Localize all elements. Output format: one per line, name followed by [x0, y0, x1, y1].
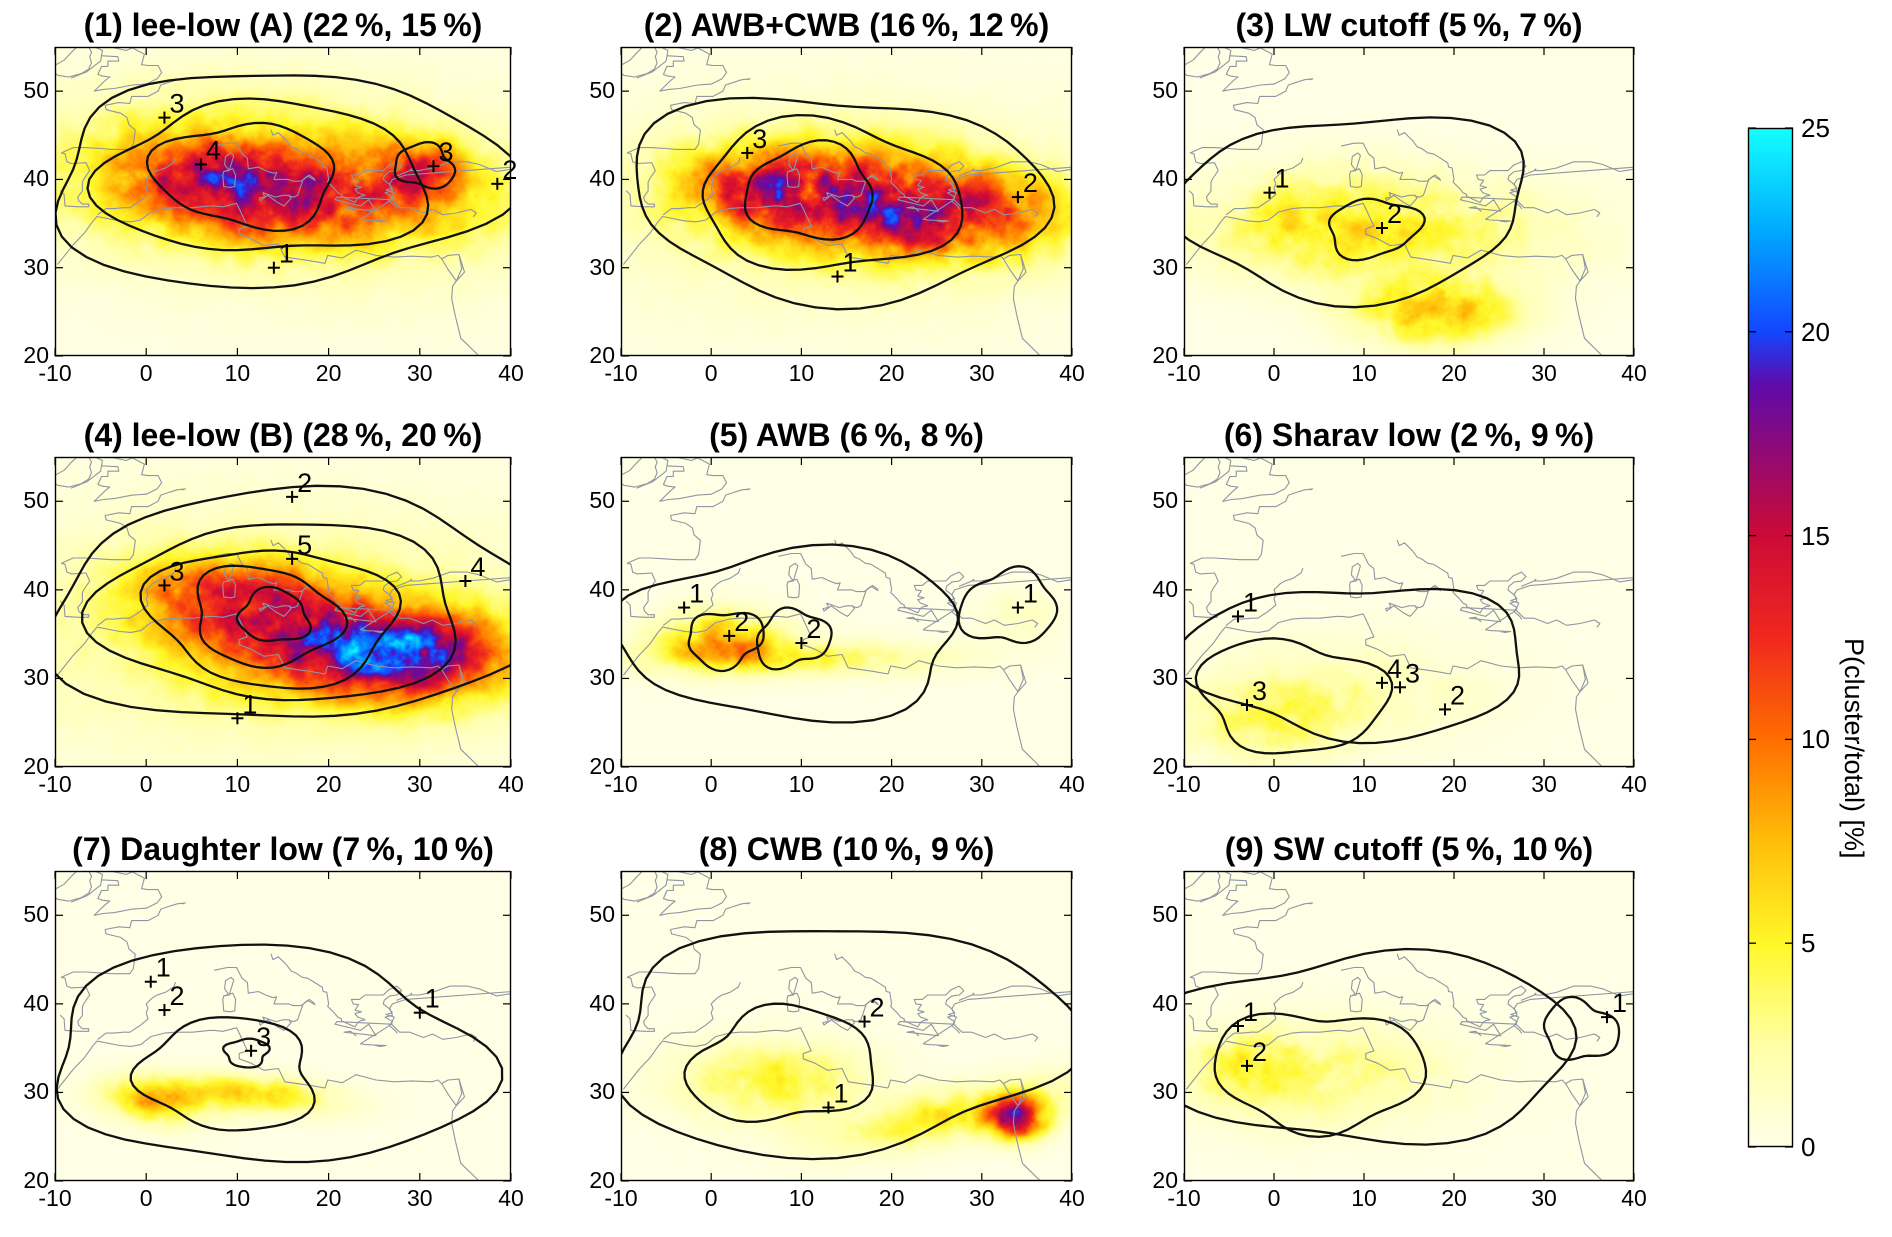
svg-text:3: 3 — [256, 1022, 271, 1052]
svg-text:3: 3 — [438, 137, 453, 167]
svg-text:4: 4 — [1387, 654, 1402, 684]
svg-text:1: 1 — [279, 239, 294, 269]
svg-text:3: 3 — [1405, 658, 1420, 688]
svg-text:3: 3 — [1252, 676, 1267, 706]
svg-text:2: 2 — [870, 993, 885, 1023]
svg-text:2: 2 — [169, 981, 184, 1011]
svg-text:1: 1 — [689, 579, 704, 609]
svg-text:1: 1 — [1243, 997, 1258, 1027]
svg-text:3: 3 — [169, 556, 184, 586]
svg-text:1: 1 — [833, 1078, 848, 1108]
svg-text:2: 2 — [806, 614, 821, 644]
svg-text:4: 4 — [206, 135, 221, 165]
svg-text:2: 2 — [1252, 1037, 1267, 1067]
svg-text:2: 2 — [1023, 168, 1038, 198]
svg-text:1: 1 — [1023, 579, 1038, 609]
svg-text:1: 1 — [156, 953, 171, 983]
svg-text:1: 1 — [1612, 988, 1627, 1018]
svg-text:2: 2 — [1387, 199, 1402, 229]
svg-text:1: 1 — [1243, 587, 1258, 617]
svg-text:3: 3 — [752, 124, 767, 154]
svg-text:1: 1 — [242, 689, 257, 719]
svg-text:3: 3 — [169, 89, 184, 119]
svg-text:1: 1 — [842, 248, 857, 278]
svg-text:2: 2 — [734, 607, 749, 637]
svg-text:4: 4 — [470, 552, 485, 582]
svg-text:2: 2 — [1450, 680, 1465, 710]
svg-text:1: 1 — [1275, 164, 1290, 194]
svg-text:5: 5 — [297, 530, 312, 560]
svg-text:1: 1 — [425, 984, 440, 1014]
svg-text:2: 2 — [297, 468, 312, 498]
